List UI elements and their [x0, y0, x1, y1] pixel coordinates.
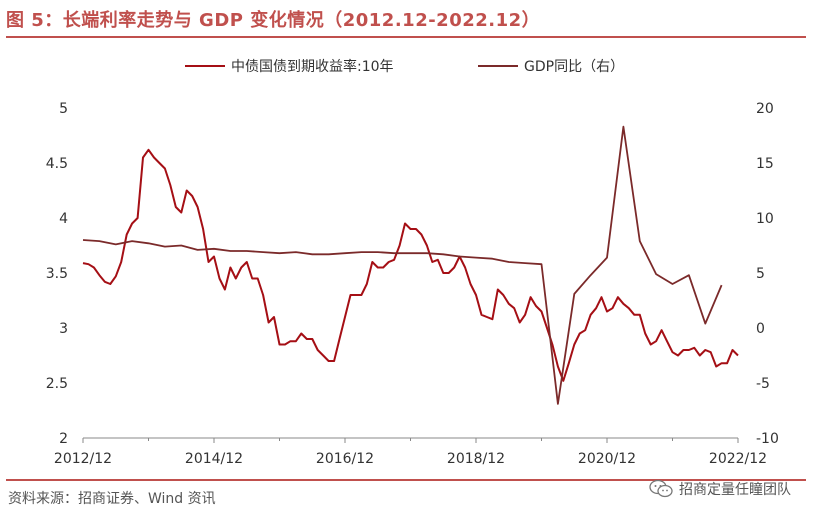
watermark: 招商定量任瞳团队: [649, 479, 791, 499]
y-left-tick-label: 3: [59, 321, 68, 337]
y-right-tick-label: 0: [756, 321, 765, 337]
legend-swatch-gdp: [478, 65, 518, 67]
legend-item-gdp: GDP同比（右）: [478, 56, 624, 76]
y-right-tick-label: 10: [756, 211, 774, 227]
y-right-tick-label: -10: [756, 431, 779, 447]
y-left-tick-label: 5: [59, 101, 68, 117]
y-right-tick-label: 15: [756, 156, 774, 172]
legend-swatch-yield: [185, 65, 225, 67]
x-tick-label: 2014/12: [185, 451, 243, 467]
legend-label-gdp: GDP同比（右）: [524, 59, 625, 75]
watermark-text: 招商定量任瞳团队: [679, 482, 791, 498]
chart-legend: 中债国债到期收益率:10年 GDP同比（右）: [0, 56, 813, 78]
legend-item-yield: 中债国债到期收益率:10年: [185, 56, 394, 76]
y-left-tick-label: 2.5: [46, 376, 68, 392]
y-left-tick-label: 2: [59, 431, 68, 447]
series-line-gdp: [82, 125, 723, 405]
x-tick-label: 2016/12: [316, 451, 374, 467]
legend-label-yield: 中债国债到期收益率:10年: [231, 59, 394, 75]
wechat-icon: [649, 479, 673, 498]
y-right-tick-label: -5: [756, 376, 770, 392]
footer-divider: [6, 479, 806, 481]
y-left-tick-label: 4.5: [46, 156, 68, 172]
title-divider: [6, 36, 806, 38]
series-line-yield: [82, 148, 739, 382]
x-tick-label: 2012/12: [54, 451, 112, 467]
y-right-tick-label: 5: [756, 266, 765, 282]
y-left-tick-label: 3.5: [46, 266, 68, 282]
x-tick-label: 2020/12: [578, 451, 636, 467]
source-note: 资料来源：招商证券、Wind 资讯: [8, 491, 216, 507]
x-tick-label: 2018/12: [447, 451, 505, 467]
y-left-tick-label: 4: [59, 211, 68, 227]
x-tick-label: 2022/12: [709, 451, 767, 467]
y-right-tick-label: 20: [756, 101, 774, 117]
chart-title: 图 5：长端利率走势与 GDP 变化情况（2012.12-2022.12）: [6, 10, 541, 31]
